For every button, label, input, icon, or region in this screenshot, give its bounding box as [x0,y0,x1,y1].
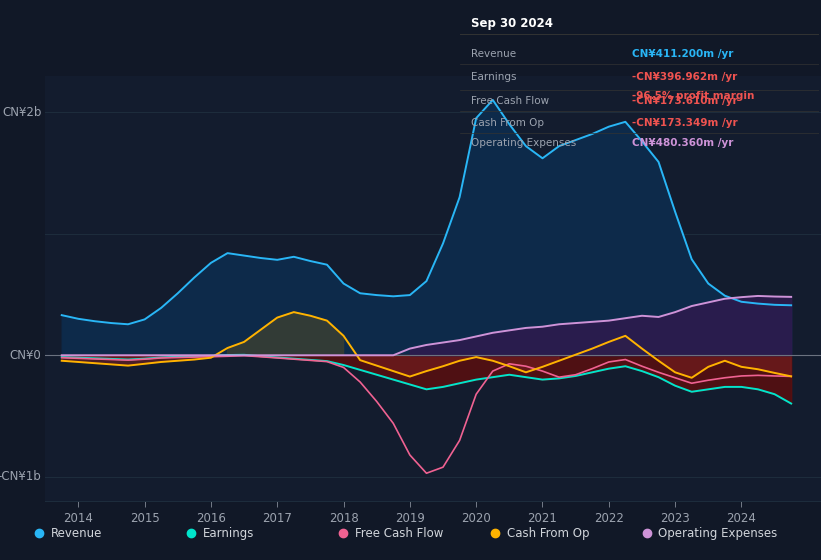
Text: Operating Expenses: Operating Expenses [470,138,576,148]
Text: Free Cash Flow: Free Cash Flow [355,527,443,540]
Text: -96.5% profit margin: -96.5% profit margin [632,91,754,100]
Text: Cash From Op: Cash From Op [507,527,589,540]
Text: CN¥2b: CN¥2b [2,106,41,119]
Text: Operating Expenses: Operating Expenses [658,527,777,540]
Text: Free Cash Flow: Free Cash Flow [470,96,548,106]
Text: -CN¥396.962m /yr: -CN¥396.962m /yr [632,72,737,82]
Text: Sep 30 2024: Sep 30 2024 [470,17,553,30]
Text: Revenue: Revenue [51,527,103,540]
Text: -CN¥173.610m /yr: -CN¥173.610m /yr [632,96,738,106]
Text: Cash From Op: Cash From Op [470,118,544,128]
Text: CN¥480.360m /yr: CN¥480.360m /yr [632,138,734,148]
Text: -CN¥173.349m /yr: -CN¥173.349m /yr [632,118,738,128]
Text: Revenue: Revenue [470,49,516,59]
Text: Earnings: Earnings [203,527,255,540]
Text: CN¥411.200m /yr: CN¥411.200m /yr [632,49,734,59]
Text: Earnings: Earnings [470,72,516,82]
Text: CN¥0: CN¥0 [10,349,41,362]
Text: -CN¥1b: -CN¥1b [0,470,41,483]
